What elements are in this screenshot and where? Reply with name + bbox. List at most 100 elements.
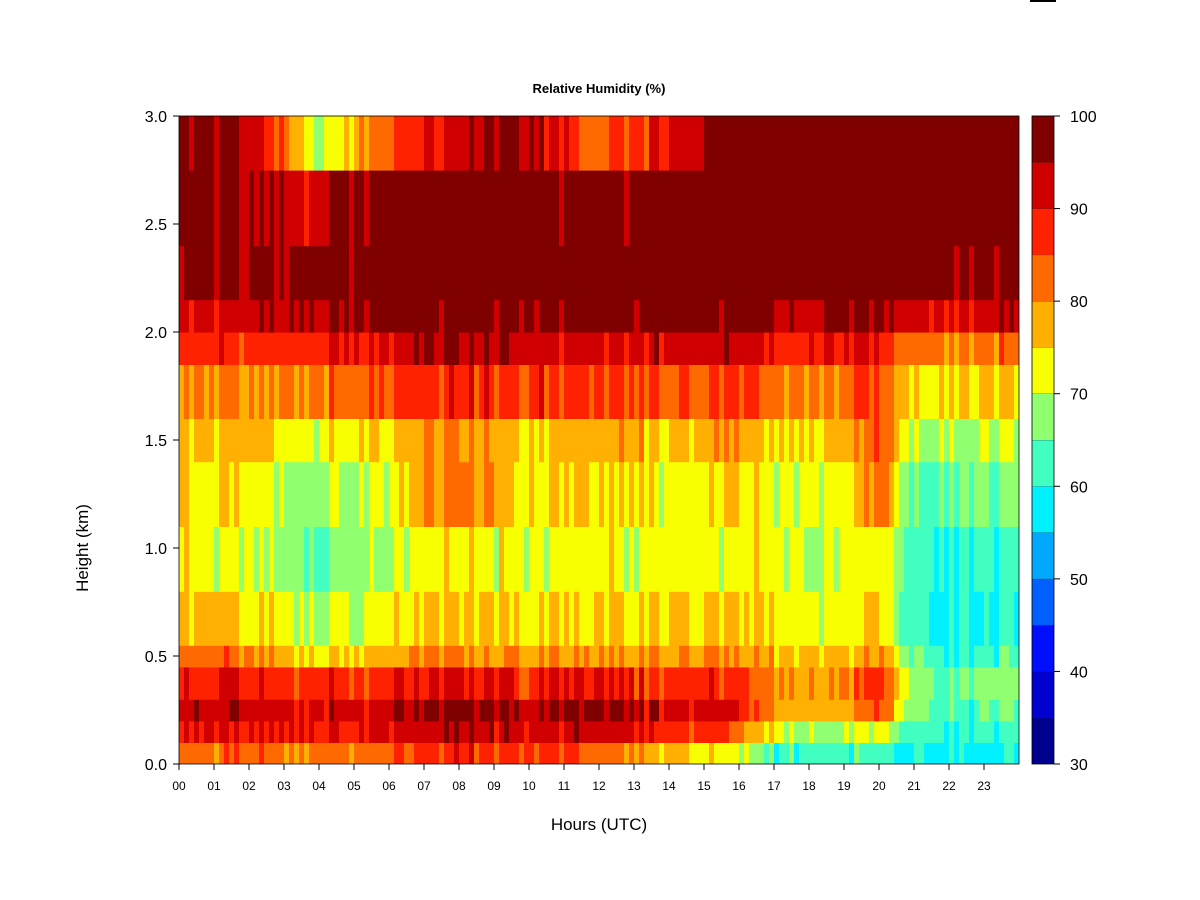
heat-cell <box>604 742 610 764</box>
heat-cell <box>334 418 340 463</box>
heat-cell <box>709 742 715 764</box>
heat-cell <box>434 666 440 700</box>
heat-cell <box>334 645 340 668</box>
heat-cell <box>504 418 510 463</box>
heat-cell <box>574 720 580 743</box>
heat-cell <box>399 418 405 463</box>
heat-cell <box>979 720 985 743</box>
heat-cell <box>449 720 455 743</box>
heat-cell <box>969 418 975 463</box>
heat-cell <box>179 645 185 668</box>
heat-cell <box>599 364 605 419</box>
heat-cell <box>569 299 575 333</box>
heat-cell <box>834 591 840 646</box>
heat-cell <box>804 699 810 722</box>
heat-cell <box>409 332 415 365</box>
heat-cell <box>804 170 810 247</box>
heat-cell <box>469 364 475 419</box>
heat-cell <box>259 666 265 700</box>
heat-cell <box>999 245 1005 301</box>
heat-cell <box>619 742 625 764</box>
heat-cell <box>469 645 475 668</box>
heat-cell <box>709 461 715 527</box>
heat-cell <box>724 299 730 333</box>
heat-cell <box>699 742 705 764</box>
heat-cell <box>299 299 305 333</box>
heat-cell <box>474 116 480 171</box>
heat-cell <box>439 699 445 722</box>
heat-cell <box>429 170 435 247</box>
heat-cell <box>399 170 405 247</box>
heat-cell <box>259 526 265 592</box>
heat-cell <box>509 299 515 333</box>
heat-cell <box>759 245 765 301</box>
heat-cell <box>819 245 825 301</box>
heat-cell <box>899 742 905 764</box>
heat-cell <box>529 245 535 301</box>
heat-cell <box>904 461 910 527</box>
heat-cell <box>954 591 960 646</box>
heat-cell <box>929 418 935 463</box>
heat-cell <box>424 666 430 700</box>
heat-cell <box>999 591 1005 646</box>
heat-cell <box>279 666 285 700</box>
heat-cell <box>1004 418 1010 463</box>
heat-cell <box>214 666 220 700</box>
heat-cell <box>684 526 690 592</box>
heat-cell <box>829 720 835 743</box>
heat-cell <box>454 332 460 365</box>
heat-cell <box>284 526 290 592</box>
heat-cell <box>299 332 305 365</box>
heat-cell <box>699 116 705 171</box>
heat-cell <box>199 170 205 247</box>
heat-cell <box>499 332 505 365</box>
heat-cell <box>669 364 675 419</box>
heat-cell <box>244 742 250 764</box>
heat-cell <box>189 299 195 333</box>
heat-cell <box>259 299 265 333</box>
heat-cell <box>269 332 275 365</box>
heat-cell <box>339 645 345 668</box>
heat-cell <box>714 666 720 700</box>
heat-cell <box>704 645 710 668</box>
heat-cell <box>419 364 425 419</box>
heat-cell <box>849 170 855 247</box>
heat-cell <box>404 245 410 301</box>
heat-cell <box>844 418 850 463</box>
heat-cell <box>644 299 650 333</box>
heat-cell <box>884 720 890 743</box>
heat-cell <box>1004 116 1010 171</box>
heat-cell <box>489 699 495 722</box>
heat-cell <box>819 742 825 764</box>
heat-cell <box>234 332 240 365</box>
heat-cell <box>334 461 340 527</box>
heat-cell <box>319 591 325 646</box>
heat-cell <box>954 332 960 365</box>
heat-cell <box>359 526 365 592</box>
heat-cell <box>669 116 675 171</box>
heat-cell <box>509 645 515 668</box>
heat-cell <box>299 461 305 527</box>
heat-cell <box>989 720 995 743</box>
heat-cell <box>644 364 650 419</box>
heat-cell <box>244 299 250 333</box>
heat-cell <box>369 299 375 333</box>
heat-cell <box>389 742 395 764</box>
heat-cell <box>529 666 535 700</box>
heat-cell <box>919 645 925 668</box>
heat-cell <box>414 332 420 365</box>
heat-cell <box>909 742 915 764</box>
heat-cell <box>844 170 850 247</box>
x-tick-label: 13 <box>627 779 641 793</box>
heat-cell <box>409 461 415 527</box>
heat-cell <box>479 116 485 171</box>
heat-cell <box>304 526 310 592</box>
heat-cell <box>1009 116 1015 171</box>
heat-cell <box>509 461 515 527</box>
heat-cell <box>694 170 700 247</box>
heat-cell <box>784 418 790 463</box>
heat-cell <box>434 645 440 668</box>
heat-cell <box>489 666 495 700</box>
heat-cell <box>314 742 320 764</box>
heat-cell <box>244 645 250 668</box>
